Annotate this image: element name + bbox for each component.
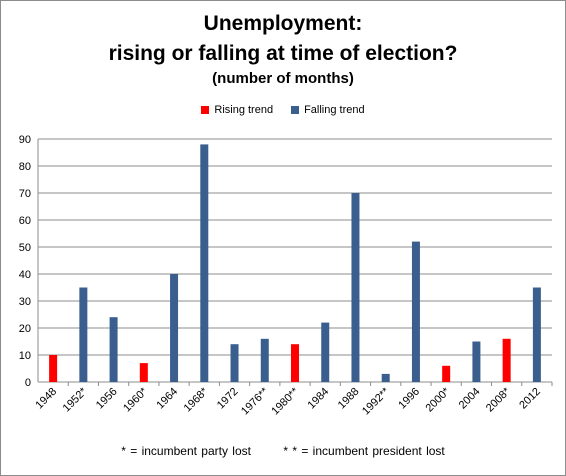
x-tick-label: 1952* [61, 385, 90, 414]
y-tick-label: 40 [19, 269, 31, 281]
bar-1988 [351, 193, 360, 382]
legend: Rising trend Falling trend [0, 104, 566, 116]
y-tick-label: 70 [19, 188, 31, 200]
x-tick-label: 1960* [121, 385, 150, 414]
bar-1984 [321, 322, 330, 382]
y-tick-label: 80 [19, 161, 31, 173]
x-tick-label: 1956 [94, 386, 120, 412]
y-tick-label: 10 [19, 350, 31, 362]
y-tick-label: 50 [19, 242, 31, 254]
bar-1956 [109, 317, 118, 382]
x-tick-label: 2008* [484, 385, 513, 414]
x-tick-label: 1992** [360, 385, 392, 417]
legend-label-falling: Falling trend [304, 104, 365, 116]
bar-1992ss [381, 373, 390, 382]
chart-title-line2: rising or falling at time of election? [108, 42, 458, 65]
x-tick-label: 1976** [239, 385, 271, 417]
bar-1960s [139, 363, 148, 382]
bar-1996 [411, 241, 420, 382]
bar-1980ss [291, 344, 299, 382]
chart-subtitle: (number of months) [212, 70, 354, 87]
x-tick-label: 1988 [336, 386, 362, 412]
y-tick-label: 90 [19, 134, 31, 146]
legend-item-rising: Rising trend [201, 104, 273, 116]
y-tick-label: 30 [19, 296, 31, 308]
x-tick-label: 1984 [306, 386, 332, 412]
legend-item-falling: Falling trend [291, 104, 365, 116]
bar-1968s [200, 144, 209, 382]
y-tick-label: 60 [19, 215, 31, 227]
x-tick-label: 1968* [182, 385, 211, 414]
bar-1952s [79, 287, 88, 382]
y-tick-label: 20 [19, 323, 31, 335]
legend-swatch-falling [291, 106, 300, 114]
bar-2004 [472, 341, 481, 382]
y-tick-label: 0 [25, 377, 31, 389]
x-tick-label: 1996 [396, 386, 422, 412]
x-tick-label: 1948 [33, 386, 59, 412]
bar-1972 [230, 344, 239, 382]
footnote-party-lost: * = incumbent party lost [121, 444, 251, 458]
chart-title: Unemployment: [203, 12, 363, 35]
bar-2012 [532, 287, 541, 382]
legend-swatch-rising [201, 106, 210, 114]
bar-1948 [49, 355, 58, 382]
x-tick-label: 1980** [269, 385, 301, 417]
footnote-president-lost: * * = incumbent president lost [283, 444, 445, 458]
x-tick-label: 2004 [457, 386, 483, 412]
x-tick-label: 1964 [154, 386, 180, 412]
bar-2000s [442, 365, 451, 382]
legend-label-rising: Rising trend [214, 104, 274, 116]
bar-1976ss [260, 338, 269, 382]
bar-1964 [170, 274, 179, 382]
footnotes: * = incumbent party lost * * = incumbent… [0, 444, 566, 458]
x-tick-label: 1972 [215, 386, 241, 412]
bar-2008s [502, 338, 511, 382]
x-tick-label: 2012 [517, 386, 543, 412]
x-tick-label: 2000* [423, 385, 452, 414]
